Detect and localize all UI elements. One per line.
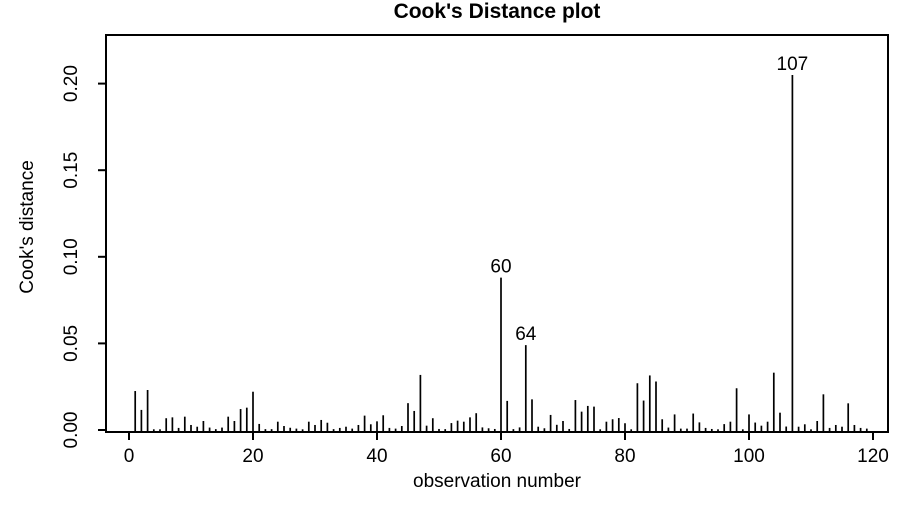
x-tick-label: 120: [857, 446, 889, 467]
chart-title: Cook's Distance plot: [393, 0, 601, 23]
x-tick-label: 40: [366, 446, 387, 467]
point-label-64: 64: [515, 324, 537, 345]
y-tick-label: 0.05: [61, 325, 82, 362]
x-tick-label: 100: [733, 446, 765, 467]
x-tick-label: 80: [614, 446, 635, 467]
x-axis-label: observation number: [413, 471, 581, 492]
y-tick-label: 0.10: [61, 238, 82, 275]
point-label-60: 60: [490, 257, 511, 278]
y-tick-label: 0.20: [61, 65, 82, 102]
point-label-107: 107: [777, 54, 809, 75]
y-tick-label: 0.00: [61, 412, 82, 449]
plot-box: [105, 34, 889, 433]
x-tick-label: 60: [490, 446, 511, 467]
x-tick-label: 20: [242, 446, 263, 467]
y-tick-label: 0.15: [61, 152, 82, 189]
x-tick-label: 0: [124, 446, 135, 467]
